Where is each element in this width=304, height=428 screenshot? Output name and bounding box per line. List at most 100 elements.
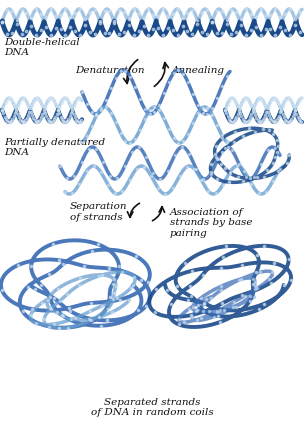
Point bbox=[273, 32, 278, 39]
Point bbox=[281, 282, 286, 288]
Point bbox=[268, 114, 272, 121]
Point bbox=[48, 95, 53, 101]
Point bbox=[287, 152, 292, 158]
Point bbox=[215, 156, 220, 163]
Point bbox=[223, 107, 227, 113]
Point bbox=[206, 188, 211, 195]
Point bbox=[20, 95, 25, 101]
Point bbox=[136, 307, 141, 314]
Point bbox=[26, 101, 30, 108]
Point bbox=[200, 8, 205, 15]
Point bbox=[188, 293, 193, 300]
Point bbox=[33, 95, 38, 102]
Point bbox=[226, 178, 231, 185]
Point bbox=[278, 109, 282, 116]
Point bbox=[244, 174, 249, 181]
Point bbox=[231, 299, 236, 306]
Point bbox=[53, 113, 58, 120]
Point bbox=[205, 105, 210, 112]
Point bbox=[252, 128, 257, 135]
Point bbox=[43, 24, 48, 31]
Point bbox=[241, 178, 246, 185]
Point bbox=[39, 114, 43, 121]
Point bbox=[136, 144, 141, 151]
Point bbox=[258, 32, 263, 39]
Point bbox=[186, 79, 191, 86]
Point bbox=[252, 294, 257, 300]
Point bbox=[212, 313, 217, 320]
Point bbox=[32, 96, 37, 103]
Point bbox=[41, 106, 46, 113]
Point bbox=[229, 31, 234, 38]
Point bbox=[141, 14, 146, 21]
Point bbox=[62, 119, 67, 125]
Point bbox=[220, 181, 225, 188]
Point bbox=[270, 118, 275, 125]
Point bbox=[190, 6, 195, 13]
Point bbox=[247, 297, 252, 304]
Point bbox=[185, 9, 190, 16]
Point bbox=[65, 117, 70, 124]
Point bbox=[165, 13, 170, 20]
Point bbox=[298, 118, 302, 125]
Point bbox=[28, 105, 33, 112]
Point bbox=[266, 127, 271, 134]
Point bbox=[57, 103, 62, 110]
Point bbox=[37, 116, 42, 123]
Point bbox=[5, 118, 10, 125]
Point bbox=[289, 115, 294, 122]
Point bbox=[247, 175, 252, 182]
Point bbox=[58, 26, 63, 33]
Point bbox=[153, 309, 157, 315]
Point bbox=[296, 116, 301, 123]
Point bbox=[294, 110, 299, 117]
Point bbox=[231, 303, 236, 310]
Point bbox=[224, 103, 229, 110]
Point bbox=[26, 112, 30, 119]
Point bbox=[234, 113, 239, 120]
Point bbox=[67, 113, 72, 119]
Point bbox=[219, 265, 223, 271]
Point bbox=[63, 95, 68, 101]
Point bbox=[266, 102, 271, 109]
Point bbox=[219, 132, 224, 139]
Point bbox=[230, 147, 234, 154]
Point bbox=[278, 24, 283, 30]
Point bbox=[53, 100, 58, 107]
Point bbox=[75, 95, 80, 102]
Point bbox=[161, 6, 165, 12]
Point bbox=[34, 320, 39, 327]
Point bbox=[200, 109, 205, 116]
Point bbox=[209, 161, 214, 168]
Point bbox=[165, 167, 170, 174]
Point bbox=[99, 105, 104, 112]
Point bbox=[131, 282, 136, 288]
Point bbox=[88, 308, 92, 315]
Point bbox=[292, 104, 296, 110]
Point bbox=[113, 283, 118, 290]
Point bbox=[261, 126, 266, 133]
Point bbox=[133, 253, 138, 259]
Point bbox=[131, 6, 136, 13]
Point bbox=[61, 118, 66, 125]
Point bbox=[236, 107, 241, 114]
Point bbox=[131, 31, 136, 38]
Point bbox=[72, 315, 77, 322]
Point bbox=[108, 172, 112, 179]
Point bbox=[292, 110, 296, 116]
Point bbox=[226, 116, 231, 122]
Point bbox=[14, 106, 19, 113]
Point bbox=[74, 97, 79, 104]
Point bbox=[230, 119, 235, 125]
Point bbox=[149, 172, 154, 179]
Point bbox=[82, 263, 87, 270]
Point bbox=[65, 291, 70, 297]
Point bbox=[240, 115, 245, 122]
Point bbox=[205, 110, 210, 117]
Point bbox=[29, 306, 34, 312]
Point bbox=[83, 16, 88, 23]
Point bbox=[117, 296, 122, 303]
Point bbox=[244, 6, 248, 13]
Point bbox=[199, 315, 204, 321]
Point bbox=[94, 112, 99, 119]
